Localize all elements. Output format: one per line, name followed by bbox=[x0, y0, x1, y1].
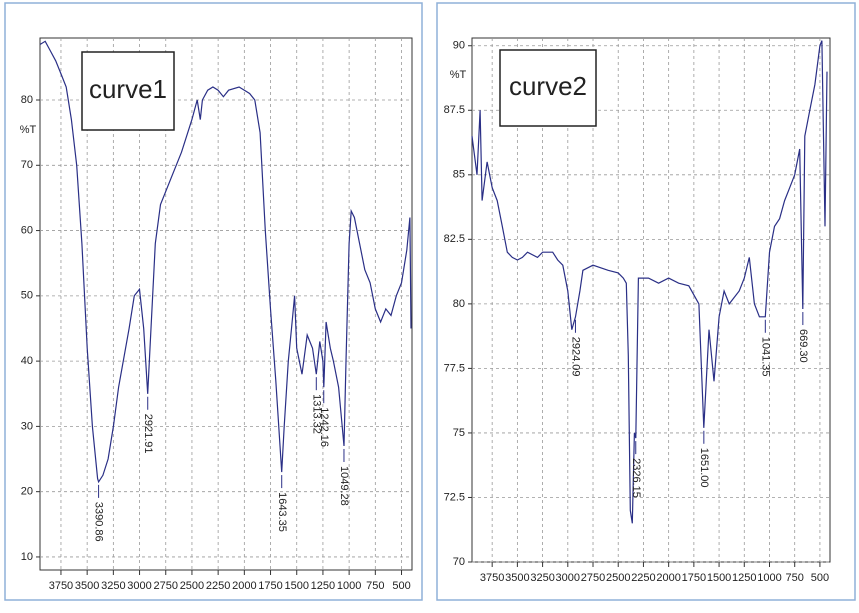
y-tick-label: 85 bbox=[453, 169, 465, 181]
y-tick-label: 87.5 bbox=[444, 104, 465, 116]
y-tick-label: 80 bbox=[453, 298, 465, 310]
x-tick-label: 3500 bbox=[75, 580, 99, 592]
peak-label: 1643.35 bbox=[276, 492, 288, 532]
x-tick-label: 2000 bbox=[232, 580, 256, 592]
x-tick-label: 3750 bbox=[49, 580, 73, 592]
y-tick-label: 77.5 bbox=[444, 362, 465, 374]
y-tick-label: 20 bbox=[21, 486, 33, 498]
y-axis-label: %T bbox=[450, 69, 467, 81]
title-box bbox=[499, 49, 597, 127]
plot-area bbox=[39, 37, 413, 571]
peak-label: 2326.15 bbox=[630, 458, 642, 498]
plot-area bbox=[471, 37, 831, 563]
y-tick-label: 75 bbox=[453, 427, 465, 439]
x-tick-label: 500 bbox=[811, 572, 829, 584]
x-tick-label: 2500 bbox=[606, 572, 630, 584]
spectrum-line bbox=[471, 40, 828, 524]
x-tick-label: 3500 bbox=[505, 572, 529, 584]
y-tick-label: 72.5 bbox=[444, 491, 465, 503]
chart-title: curve2 bbox=[509, 71, 587, 101]
title-box bbox=[81, 51, 175, 131]
x-tick-label: 2750 bbox=[154, 580, 178, 592]
x-tick-label: 1500 bbox=[284, 580, 308, 592]
y-tick-label: 30 bbox=[21, 420, 33, 432]
y-tick-label: 70 bbox=[21, 159, 33, 171]
x-tick-label: 1500 bbox=[707, 572, 731, 584]
x-tick-label: 3000 bbox=[127, 580, 151, 592]
y-tick-label: 70 bbox=[453, 556, 465, 568]
peak-label: 2924.09 bbox=[570, 337, 582, 377]
y-tick-label: 80 bbox=[21, 94, 33, 106]
x-tick-label: 1750 bbox=[682, 572, 706, 584]
x-tick-label: 1000 bbox=[757, 572, 781, 584]
y-tick-label: 40 bbox=[21, 355, 33, 367]
panel bbox=[4, 2, 423, 601]
x-tick-label: 1000 bbox=[337, 580, 361, 592]
y-tick-label: 90 bbox=[453, 40, 465, 52]
y-tick-label: 50 bbox=[21, 290, 33, 302]
x-tick-label: 750 bbox=[366, 580, 384, 592]
peak-label: 3390.86 bbox=[93, 502, 105, 542]
x-tick-label: 3750 bbox=[480, 572, 504, 584]
x-tick-label: 2250 bbox=[631, 572, 655, 584]
x-tick-label: 500 bbox=[392, 580, 410, 592]
peak-label: 669.30 bbox=[797, 329, 809, 363]
x-tick-label: 2250 bbox=[206, 580, 230, 592]
peak-label: 1049.28 bbox=[338, 466, 350, 506]
spectrum-line bbox=[39, 40, 412, 484]
x-tick-label: 2750 bbox=[581, 572, 605, 584]
x-tick-label: 3250 bbox=[530, 572, 554, 584]
peak-label: 1242.16 bbox=[318, 407, 330, 447]
chart-title: curve1 bbox=[89, 74, 167, 104]
peak-label: 1313.32 bbox=[310, 394, 322, 434]
y-tick-label: 10 bbox=[21, 551, 33, 563]
x-tick-label: 3250 bbox=[101, 580, 125, 592]
peak-label: 1651.00 bbox=[698, 448, 710, 488]
peak-label: 1041.35 bbox=[759, 337, 771, 377]
x-tick-label: 1250 bbox=[732, 572, 756, 584]
x-tick-label: 1750 bbox=[258, 580, 282, 592]
x-tick-label: 1250 bbox=[311, 580, 335, 592]
y-tick-label: 60 bbox=[21, 224, 33, 236]
y-tick-label: 82.5 bbox=[444, 233, 465, 245]
x-tick-label: 750 bbox=[786, 572, 804, 584]
x-tick-label: 2500 bbox=[180, 580, 204, 592]
x-tick-label: 3000 bbox=[556, 572, 580, 584]
peak-label: 2921.91 bbox=[142, 414, 154, 454]
y-axis-label: %T bbox=[20, 124, 37, 136]
x-tick-label: 2000 bbox=[656, 572, 680, 584]
